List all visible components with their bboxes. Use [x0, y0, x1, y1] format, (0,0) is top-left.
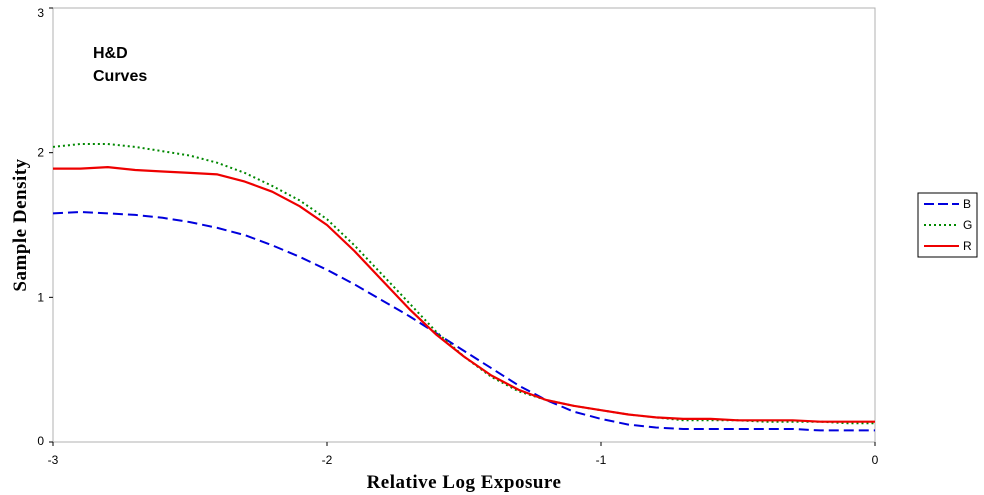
x-tick-label: -1 [596, 453, 607, 467]
x-tick-label: 0 [872, 453, 879, 467]
legend-label-r: R [963, 239, 972, 253]
y-tick-label: 2 [37, 146, 44, 160]
series-line-b [52, 211, 875, 432]
plot-area [52, 7, 876, 443]
y-tick-label: 0 [37, 434, 44, 448]
chart-title-line-1: H&D [93, 45, 128, 62]
chart-title-line-2: Curves [93, 68, 147, 85]
series-line-r [53, 166, 875, 423]
y-tick-label: 1 [37, 290, 44, 304]
legend-label-g: G [963, 218, 972, 232]
x-tick-label: -2 [322, 453, 333, 467]
y-axis-title: Sample Density [10, 158, 31, 291]
x-axis-title: Relative Log Exposure [367, 472, 562, 493]
x-tick-label: -3 [48, 453, 59, 467]
legend: BGR [917, 192, 978, 258]
y-axis: 0 1 2 3 [37, 6, 53, 448]
x-axis: -3 -2 -1 0 [48, 442, 879, 467]
series-layer [52, 143, 875, 432]
y-tick-label: 3 [37, 6, 44, 20]
legend-label-b: B [963, 197, 971, 211]
